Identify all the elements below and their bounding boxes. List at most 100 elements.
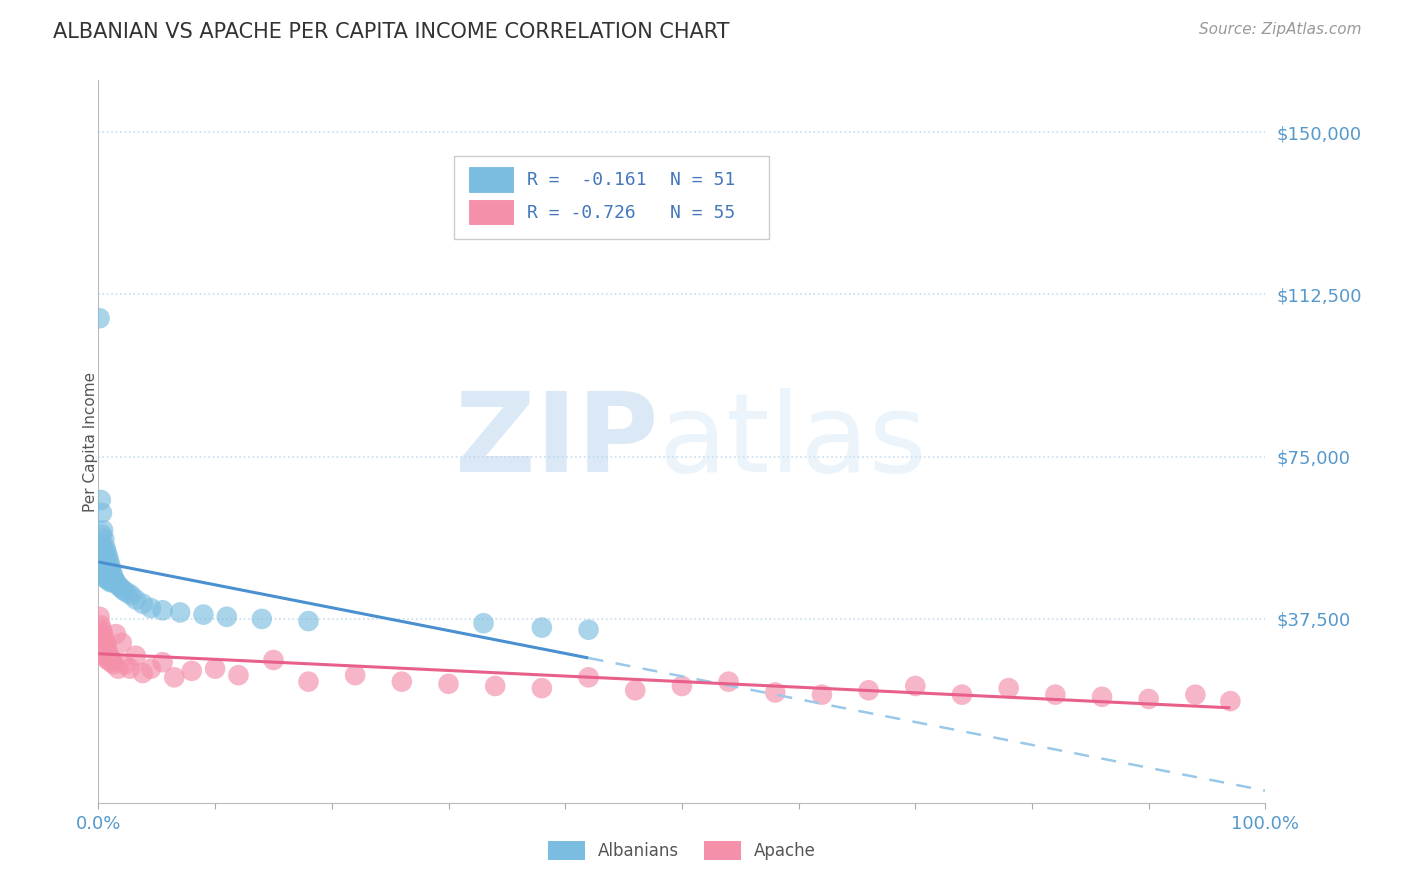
- Point: [98, 566, 121, 581]
- Point: [578, 670, 600, 684]
- Point: [297, 674, 319, 689]
- Point: [1184, 688, 1206, 702]
- Point: [90, 536, 112, 550]
- Point: [89, 311, 111, 326]
- Point: [98, 575, 121, 590]
- Point: [107, 662, 129, 676]
- Point: [112, 583, 135, 598]
- Point: [97, 553, 120, 567]
- Point: [96, 571, 118, 585]
- Point: [104, 575, 127, 590]
- Point: [472, 616, 495, 631]
- Point: [103, 571, 125, 585]
- Bar: [468, 199, 515, 227]
- Point: [484, 679, 506, 693]
- Point: [530, 681, 553, 695]
- Y-axis label: Per Capita Income: Per Capita Income: [83, 371, 97, 512]
- Point: [91, 558, 114, 572]
- Point: [91, 640, 114, 654]
- Point: [93, 562, 115, 576]
- Point: [90, 623, 112, 637]
- Point: [180, 664, 202, 678]
- Point: [117, 586, 139, 600]
- Legend: Albanians, Apache: Albanians, Apache: [541, 834, 823, 867]
- Point: [114, 657, 136, 672]
- Point: [96, 545, 118, 559]
- Point: [93, 632, 115, 646]
- Point: [90, 506, 112, 520]
- FancyBboxPatch shape: [454, 156, 769, 239]
- Point: [97, 644, 120, 658]
- Point: [89, 609, 111, 624]
- Point: [90, 527, 112, 541]
- Text: atlas: atlas: [658, 388, 927, 495]
- Point: [1137, 692, 1160, 706]
- Point: [104, 627, 127, 641]
- Point: [152, 603, 174, 617]
- Point: [96, 558, 118, 572]
- Point: [215, 609, 238, 624]
- Point: [950, 688, 973, 702]
- Point: [103, 657, 125, 672]
- Point: [97, 573, 120, 587]
- Point: [96, 638, 118, 652]
- Point: [94, 636, 117, 650]
- Point: [391, 674, 413, 689]
- Point: [118, 662, 141, 676]
- Point: [90, 549, 112, 564]
- Point: [228, 668, 250, 682]
- Point: [97, 562, 120, 576]
- Bar: [468, 166, 515, 194]
- Point: [93, 571, 115, 585]
- Point: [90, 627, 112, 641]
- Text: ALBANIAN VS APACHE PER CAPITA INCOME CORRELATION CHART: ALBANIAN VS APACHE PER CAPITA INCOME COR…: [53, 22, 730, 42]
- Point: [104, 573, 127, 587]
- Point: [111, 582, 134, 596]
- Text: Source: ZipAtlas.com: Source: ZipAtlas.com: [1198, 22, 1361, 37]
- Point: [100, 562, 122, 576]
- Point: [93, 532, 115, 546]
- Point: [997, 681, 1019, 695]
- Point: [152, 655, 174, 669]
- Point: [204, 662, 226, 676]
- Point: [1091, 690, 1114, 704]
- Point: [671, 679, 693, 693]
- Point: [91, 523, 114, 537]
- Point: [105, 577, 128, 591]
- Point: [98, 651, 121, 665]
- Point: [163, 670, 186, 684]
- Point: [120, 588, 142, 602]
- Point: [1219, 694, 1241, 708]
- Point: [250, 612, 273, 626]
- Point: [578, 623, 600, 637]
- Point: [101, 566, 124, 581]
- Point: [94, 553, 117, 567]
- Point: [763, 685, 786, 699]
- Point: [169, 606, 191, 620]
- Point: [98, 558, 121, 572]
- Point: [904, 679, 927, 693]
- Point: [132, 597, 155, 611]
- Point: [125, 592, 148, 607]
- Point: [97, 549, 120, 564]
- Point: [96, 651, 118, 665]
- Point: [94, 566, 117, 581]
- Text: R =  -0.161: R = -0.161: [527, 171, 647, 189]
- Point: [97, 653, 120, 667]
- Point: [97, 648, 120, 663]
- Point: [811, 688, 834, 702]
- Point: [101, 575, 124, 590]
- Point: [297, 614, 319, 628]
- Point: [717, 674, 740, 689]
- Point: [108, 579, 131, 593]
- Text: N = 51: N = 51: [671, 171, 735, 189]
- Point: [93, 644, 115, 658]
- Point: [90, 618, 112, 632]
- Point: [90, 636, 112, 650]
- Text: N = 55: N = 55: [671, 203, 735, 221]
- Point: [1045, 688, 1067, 702]
- Point: [91, 541, 114, 555]
- Point: [101, 653, 124, 667]
- Point: [193, 607, 215, 622]
- Point: [94, 541, 117, 555]
